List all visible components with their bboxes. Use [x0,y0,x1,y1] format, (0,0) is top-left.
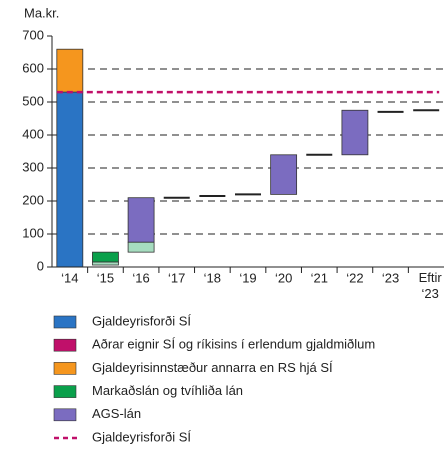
x-tick-label: ‘21 [311,270,328,285]
x-tick-label: ‘17 [168,270,185,285]
legend-label: Gjaldeyrisforði SÍ [92,429,191,444]
legend-swatch [53,362,77,375]
y-tick-label: 700 [22,27,44,42]
y-tick-label: 500 [22,93,44,108]
x-tick-label: ‘16 [132,270,149,285]
y-tick-label: 0 [37,258,44,273]
x-tick-label: ‘22 [346,270,363,285]
bar-segment [341,109,369,156]
y-tick-label: 100 [22,225,44,240]
bar-segment [56,48,84,93]
x-tick-label: ‘15 [97,270,114,285]
bar-segment [56,91,84,268]
bar-segment [127,197,155,243]
x-tick-label: Eftir ‘23 [419,270,443,301]
y-tick-label: 400 [22,126,44,141]
legend-label: Markaðslán og tvíhliða lán [92,383,243,398]
legend-swatch [53,338,77,352]
bar-segment [92,251,119,263]
legend-swatch [53,385,77,398]
x-tick-label: ‘19 [239,270,256,285]
x-tick-label: ‘18 [204,270,221,285]
x-tick-label: ‘20 [275,270,292,285]
legend-swatch [53,315,77,329]
y-tick-label: 600 [22,60,44,75]
legend-label: Gjaldeyrisinnstæður annarra en RS hjá SÍ [92,360,333,375]
legend-label: AGS-lán [92,406,141,421]
legend-label: Aðrar eignir SÍ og ríkisins í erlendum g… [92,337,375,352]
legend-swatch [53,408,77,422]
y-tick-label: 300 [22,159,44,174]
bar-segment [92,261,119,266]
bar-segment [270,154,298,195]
bar-segment [127,241,155,253]
y-axis-label: Ma.kr. [24,5,59,20]
x-tick-label: ‘14 [61,270,78,285]
legend-label: Gjaldeyrisforði SÍ [92,313,191,328]
x-tick-label: ‘23 [382,270,399,285]
y-tick-label: 200 [22,192,44,207]
